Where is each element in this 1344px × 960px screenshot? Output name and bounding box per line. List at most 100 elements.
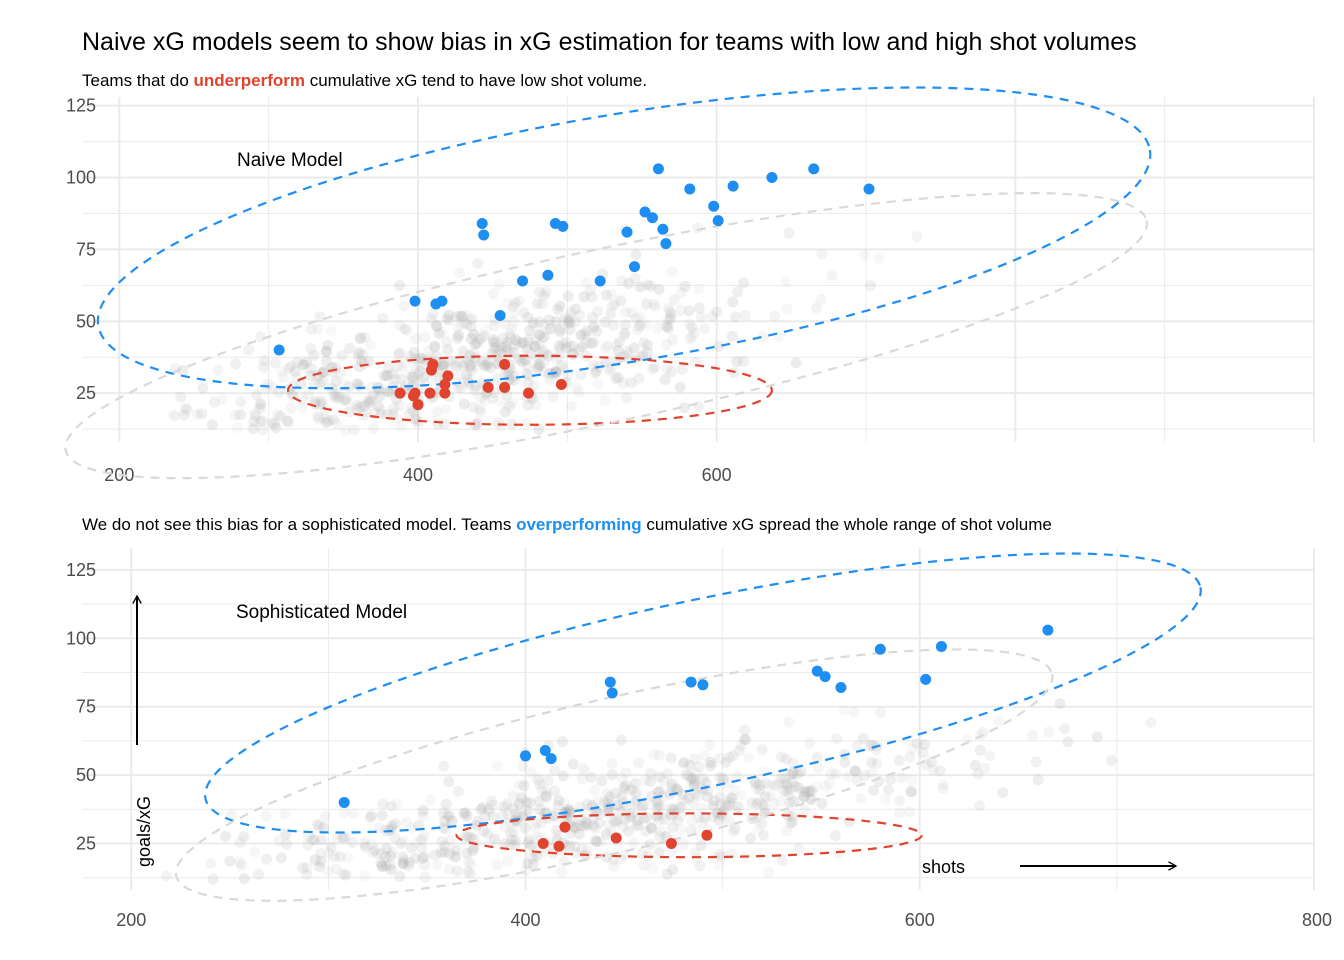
background-point [756, 817, 768, 829]
background-point [779, 778, 791, 790]
background-point [618, 330, 630, 342]
background-point [470, 420, 482, 432]
background-point [540, 791, 552, 803]
background-point [713, 814, 725, 826]
background-point [536, 298, 548, 310]
background-point [476, 355, 488, 367]
underperform-point [394, 387, 406, 399]
background-point [320, 810, 332, 822]
background-point [630, 249, 642, 261]
background-point [538, 357, 550, 369]
background-point [815, 293, 827, 305]
background-point [458, 807, 470, 819]
background-point [551, 303, 563, 315]
background-point [507, 307, 519, 319]
background-point [612, 815, 624, 827]
background-point [798, 791, 810, 803]
background-point [509, 297, 521, 309]
background-point [513, 798, 525, 810]
background-point [538, 318, 550, 330]
background-point [367, 389, 379, 401]
background-point [461, 810, 473, 822]
background-point [585, 771, 597, 783]
background-point [608, 860, 620, 872]
background-point [347, 836, 359, 848]
background-point [384, 859, 396, 871]
background-point [548, 368, 560, 380]
background-point [455, 310, 467, 322]
background-point [338, 806, 350, 818]
background-point [604, 309, 616, 321]
background-point [386, 820, 398, 832]
background-point [374, 390, 386, 402]
background-point [320, 345, 332, 357]
background-point [676, 363, 688, 375]
background-point [906, 786, 918, 798]
background-point [573, 828, 585, 840]
y-tick-label: 50 [76, 765, 96, 785]
background-point [760, 791, 772, 803]
background-point [261, 853, 273, 865]
background-point [255, 331, 267, 343]
sophisticated-model-panel: 25 50 75 100 125 200 400 600 800 Sophisticated Mo… [66, 548, 1332, 930]
background-point [487, 287, 499, 299]
background-point [735, 789, 747, 801]
background-point [275, 852, 287, 864]
background-point [431, 319, 443, 331]
background-point [686, 322, 698, 334]
background-point [427, 308, 439, 320]
background-point [542, 350, 554, 362]
background-point [1030, 756, 1042, 768]
background-point [838, 704, 850, 716]
background-point [602, 798, 614, 810]
background-point [937, 782, 949, 794]
background-point [567, 758, 579, 770]
background-point [536, 784, 548, 796]
background-point [708, 795, 720, 807]
background-point [554, 326, 566, 338]
background-point [419, 331, 431, 343]
overperform-point [708, 200, 720, 212]
background-team-points [168, 222, 923, 436]
background-point [612, 372, 624, 384]
background-point [754, 796, 766, 808]
background-point [688, 778, 700, 790]
background-point [685, 774, 697, 786]
background-point [602, 340, 614, 352]
background-point [212, 364, 224, 376]
background-point [444, 848, 456, 860]
background-point [665, 752, 677, 764]
background-point [488, 320, 500, 332]
overperform-point [835, 682, 847, 694]
background-point [1059, 722, 1071, 734]
background-point [314, 378, 326, 390]
background-point [616, 772, 628, 784]
background-point [351, 378, 363, 390]
background-point [653, 749, 665, 761]
background-point [599, 316, 611, 328]
background-point [663, 302, 675, 314]
background-point [571, 381, 583, 393]
background-point [759, 802, 771, 814]
background-point [487, 336, 499, 348]
background-point [394, 871, 406, 883]
background-point [972, 768, 984, 780]
background-point [504, 327, 516, 339]
background-point [527, 858, 539, 870]
background-point [639, 798, 651, 810]
background-point [553, 340, 565, 352]
background-point [475, 392, 487, 404]
background-point [352, 403, 364, 415]
x-tick-label: 400 [403, 465, 433, 485]
background-point [789, 780, 801, 792]
background-point [389, 818, 401, 830]
underperform-point [424, 387, 436, 399]
background-point [806, 785, 818, 797]
background-point [312, 323, 324, 335]
background-point [662, 314, 674, 326]
background-point [658, 775, 670, 787]
background-point [509, 839, 521, 851]
y-tick-label: 75 [76, 697, 96, 717]
background-point [469, 385, 481, 397]
background-point [367, 846, 379, 858]
